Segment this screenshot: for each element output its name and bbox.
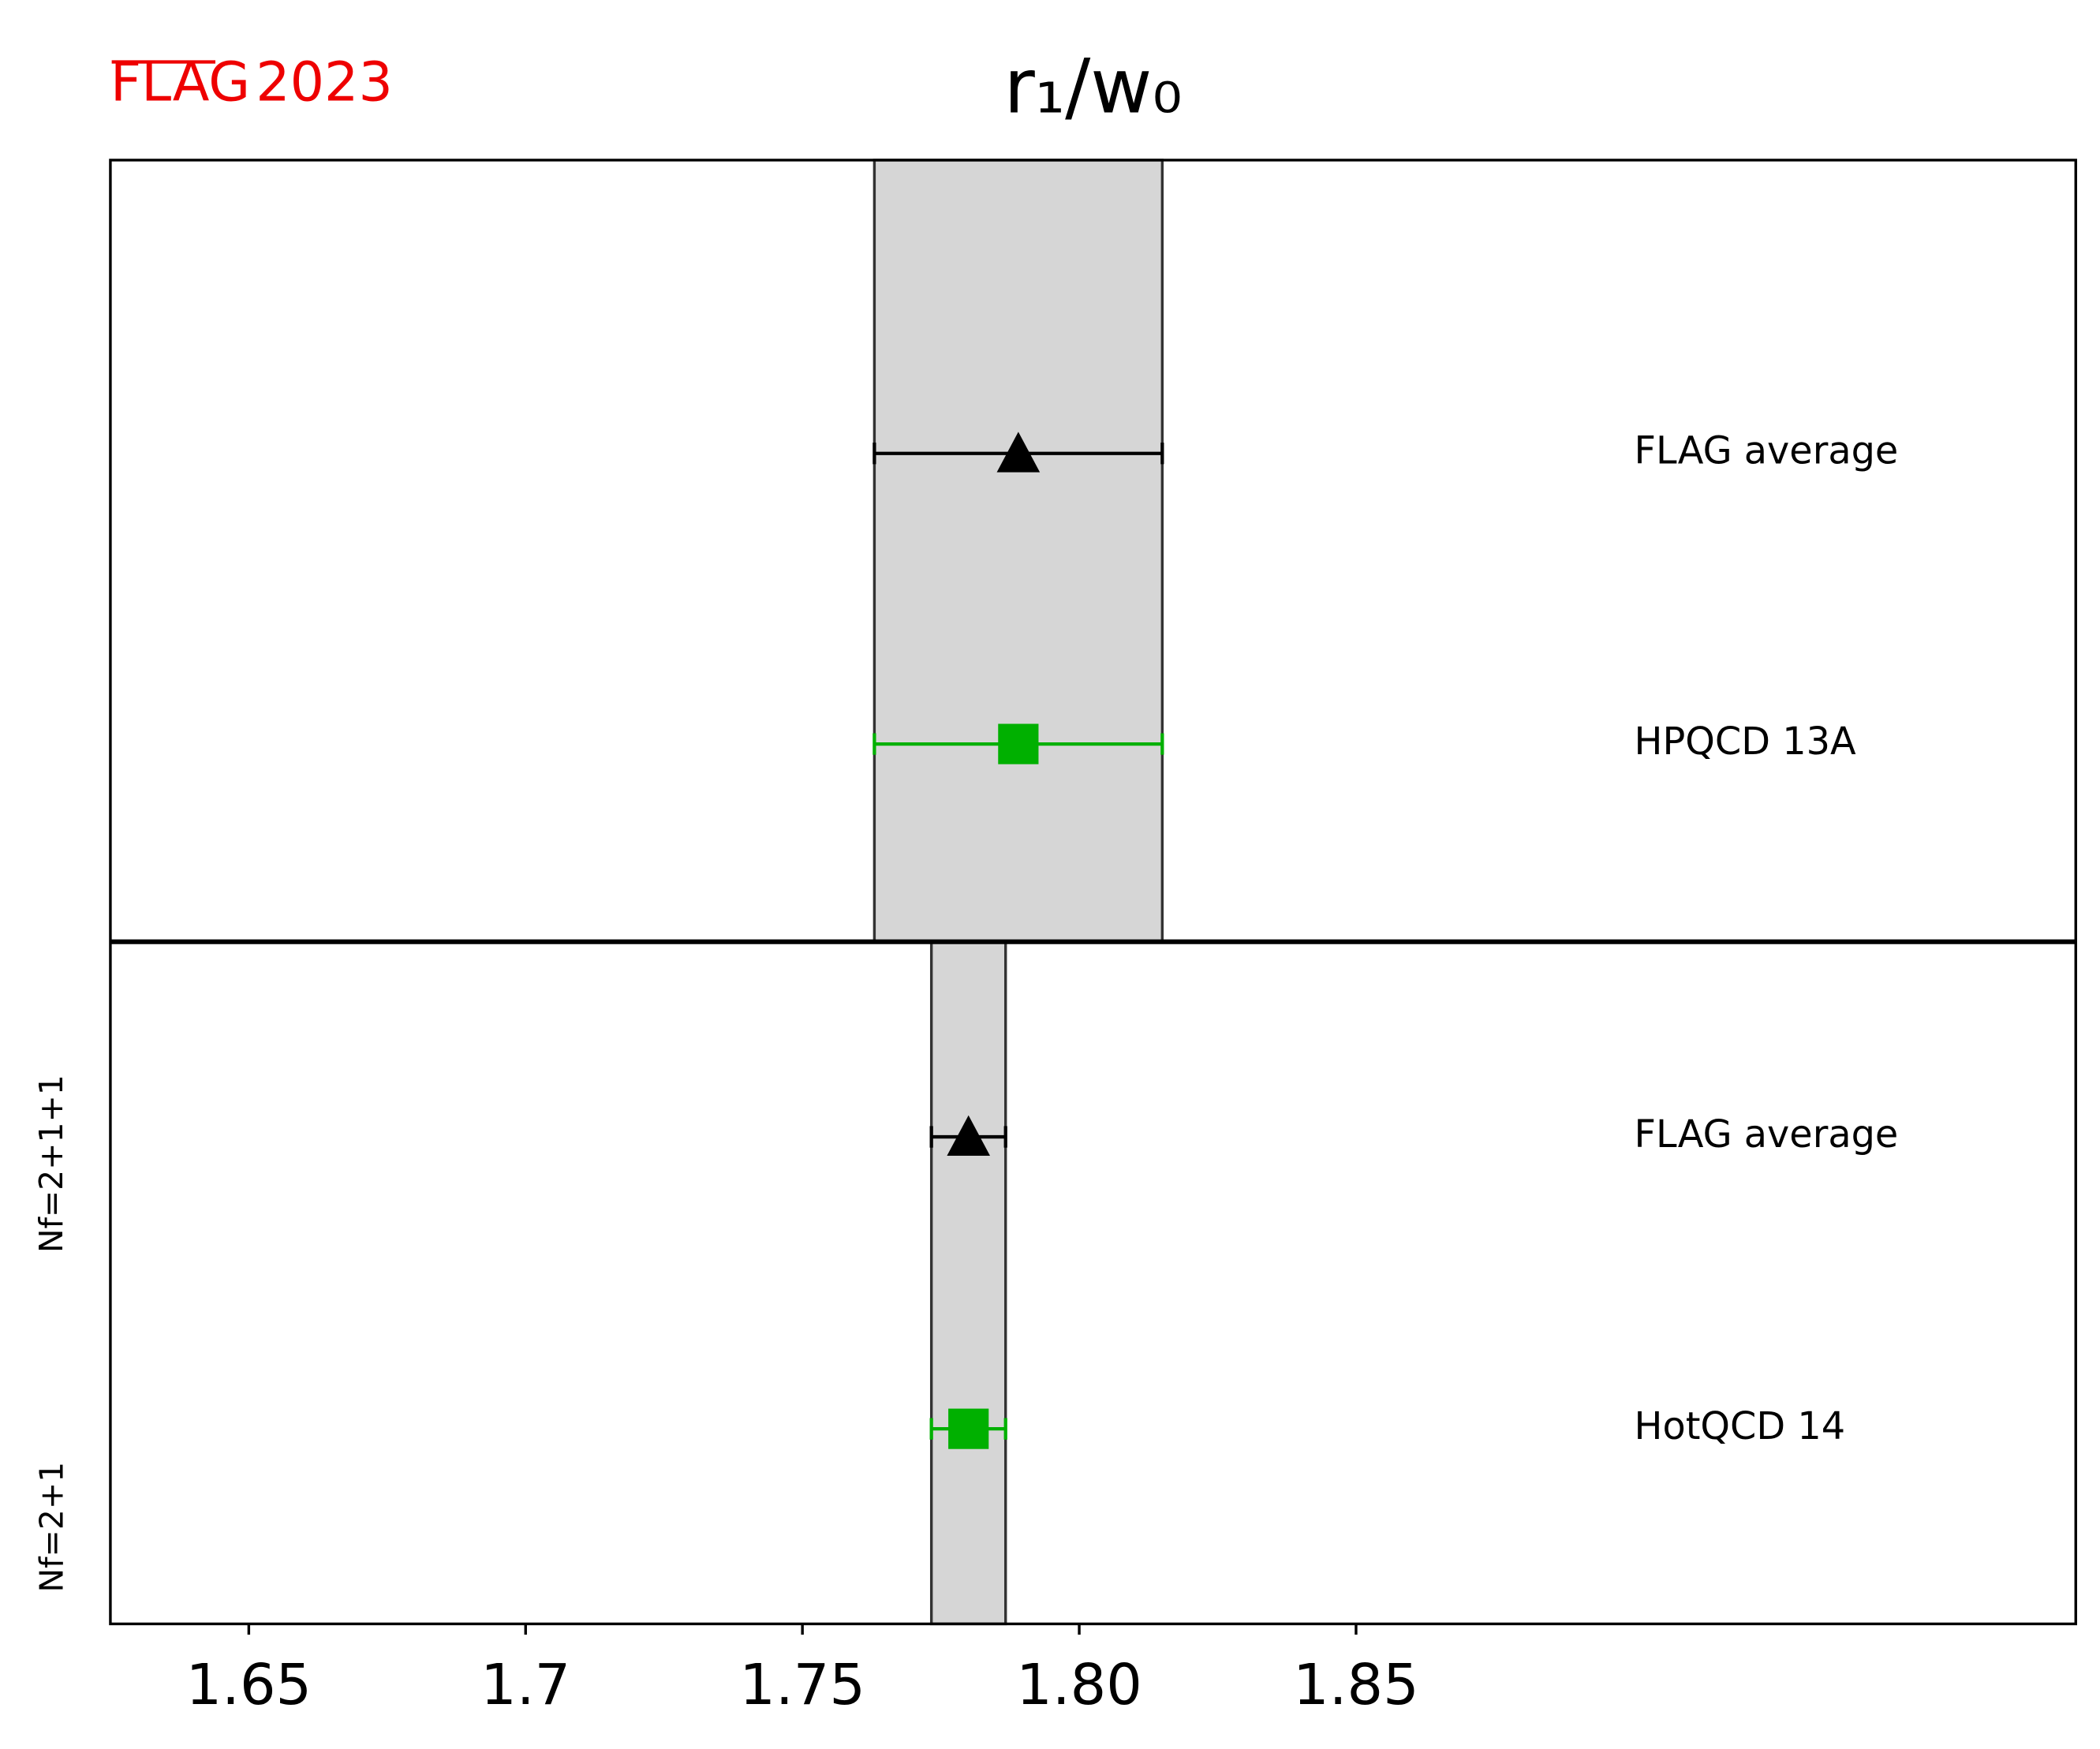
x-tick-label: 1.80 <box>1016 1652 1142 1717</box>
x-tick-label: 1.7 <box>480 1652 570 1717</box>
data-point <box>929 1408 1007 1449</box>
marker <box>948 1408 989 1449</box>
marker <box>998 723 1039 764</box>
logo-year: 2023 <box>256 52 393 114</box>
entry-label: FLAG average <box>1635 1113 1899 1157</box>
marker <box>996 432 1041 473</box>
x-tick-label: 1.75 <box>739 1652 865 1717</box>
panel-label: Nf=2+1 <box>32 1462 70 1593</box>
data-point <box>929 1115 1007 1156</box>
chart-title: r₁/w₀ <box>1003 42 1182 130</box>
x-tick-label: 1.65 <box>186 1652 312 1717</box>
data-point <box>873 432 1164 473</box>
entry-label: HotQCD 14 <box>1635 1405 1846 1448</box>
panel-label: Nf=2+1+1 <box>32 1074 70 1253</box>
plot-frame <box>109 159 2077 1626</box>
average-band <box>873 159 1164 944</box>
entry-label: HPQCD 13A <box>1635 720 1856 764</box>
average-band <box>929 940 1007 1626</box>
x-tick-label: 1.85 <box>1293 1652 1419 1717</box>
marker <box>947 1115 990 1156</box>
data-point <box>873 723 1164 764</box>
entry-label: FLAG average <box>1635 430 1899 473</box>
